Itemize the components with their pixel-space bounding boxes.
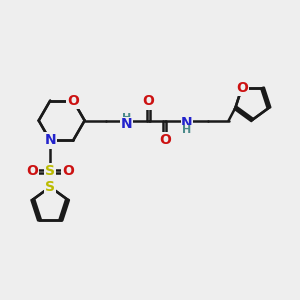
Text: O: O bbox=[62, 164, 74, 178]
Text: H: H bbox=[122, 112, 131, 123]
Text: O: O bbox=[26, 164, 38, 178]
Text: O: O bbox=[236, 81, 248, 95]
Text: N: N bbox=[181, 116, 193, 130]
Text: O: O bbox=[67, 94, 79, 108]
Text: N: N bbox=[44, 134, 56, 147]
Text: H: H bbox=[182, 125, 191, 135]
Text: S: S bbox=[45, 180, 55, 194]
Text: N: N bbox=[121, 117, 132, 131]
Text: O: O bbox=[142, 94, 154, 108]
Text: O: O bbox=[159, 133, 171, 147]
Text: S: S bbox=[45, 164, 55, 178]
